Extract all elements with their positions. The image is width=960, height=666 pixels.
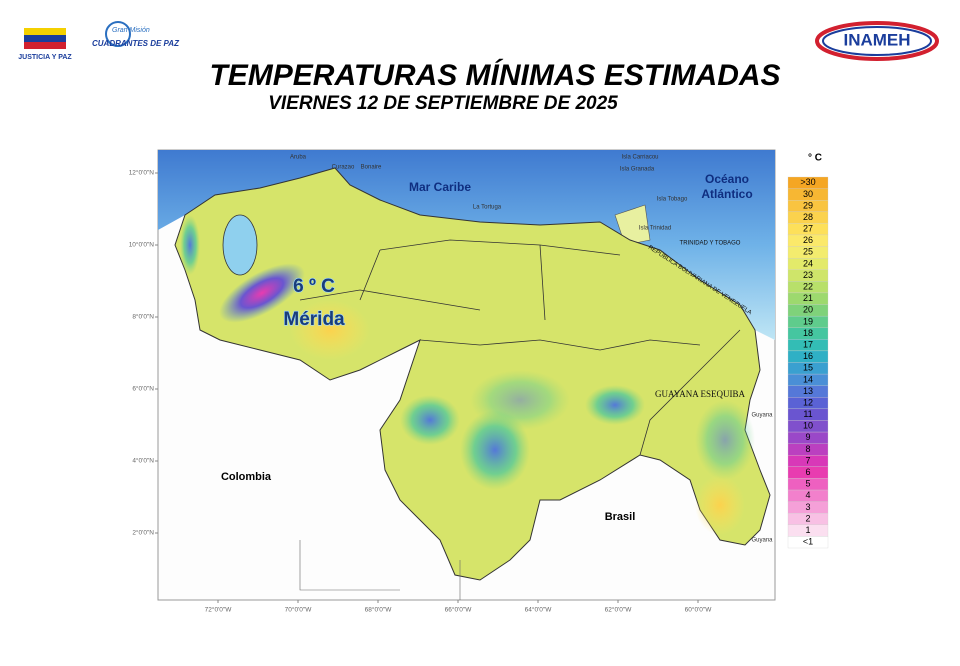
legend-label: 25: [803, 247, 813, 257]
logo-text: Gran Misión: [112, 27, 150, 34]
legend-label: 5: [805, 479, 810, 489]
legend-label: 28: [803, 212, 813, 222]
map-label: TRINIDAD Y TOBAGO: [680, 241, 741, 247]
legend-label: 14: [803, 374, 813, 384]
map-label: Isla Trinidad: [639, 226, 671, 232]
lat-label: 8°0'0"N: [132, 313, 154, 321]
border: [299, 540, 461, 600]
lat-label: 10°0'0"N: [129, 241, 155, 249]
legend-label: 30: [803, 189, 813, 199]
highlight-place: Mérida: [283, 309, 345, 330]
map-label: Isla Granada: [620, 167, 655, 173]
lon-label: 60°0'0"W: [685, 606, 713, 614]
legend-label: 10: [803, 421, 813, 431]
legend-label: <1: [803, 537, 813, 547]
legend-label: 4: [805, 490, 810, 500]
legend-label: 9: [805, 432, 810, 442]
legend-label: 24: [803, 258, 813, 268]
lon-label: 72°0'0"W: [205, 606, 233, 614]
map-label: Bonaire: [361, 165, 382, 171]
lat-label: 2°0'0"N: [132, 529, 154, 537]
zone: [290, 300, 370, 360]
logo-right: INAMEH: [815, 21, 939, 61]
lon-label: 62°0'0"W: [605, 606, 633, 614]
map: Mar Caribe Océano Atlántico TRINIDAD Y T…: [157, 149, 776, 601]
lon-label: 68°0'0"W: [365, 606, 393, 614]
cold-zone: [219, 263, 305, 323]
legend-label: 15: [803, 363, 813, 373]
legend-label: 17: [803, 339, 813, 349]
border: [299, 239, 741, 456]
legend-label: 16: [803, 351, 813, 361]
coordinates: 12°0'0"N 10°0'0"N 8°0'0"N 6°0'0"N 4°0'0"N 2°0…: [129, 169, 713, 614]
title: TEMPERATURAS MÍNIMAS ESTIMADAS: [209, 58, 780, 92]
zone: [585, 385, 645, 425]
zone: [695, 475, 745, 535]
legend-title: ° C: [808, 153, 822, 164]
map-label: Isla Carriacou: [621, 155, 658, 161]
legend-label: 23: [803, 270, 813, 280]
legend-label: 22: [803, 282, 813, 292]
zone: [695, 400, 755, 480]
legend-label: 2: [805, 513, 810, 523]
lon-label: 66°0'0"W: [445, 606, 473, 614]
logo-text: INAMEH: [843, 30, 910, 49]
lat-label: 12°0'0"N: [129, 169, 155, 177]
lat-label: 6°0'0"N: [132, 385, 154, 393]
logo-text: CUADRANTES DE PAZ: [92, 39, 180, 48]
zone: [460, 410, 530, 490]
logo-left: JUSTICIA Y PAZ: [18, 28, 72, 61]
legend-label: 12: [803, 397, 813, 407]
legend-label: 11: [803, 409, 812, 419]
legend-label: >30: [800, 177, 815, 187]
map-label: La Tortuga: [473, 205, 502, 211]
legend-label: 20: [803, 305, 813, 315]
legend-label: 7: [805, 455, 810, 465]
map-label: Mar Caribe: [409, 180, 471, 194]
legend-label: 3: [805, 502, 810, 512]
legend-label: 29: [803, 200, 813, 210]
legend: ° C >30302928272625242322212019181716151…: [787, 153, 829, 549]
lon-label: 70°0'0"W: [285, 606, 313, 614]
zone: [400, 395, 460, 445]
legend-label: 8: [805, 444, 810, 454]
lake: [222, 214, 258, 276]
legend-label: 26: [803, 235, 813, 245]
map-label: Curazao: [332, 165, 355, 171]
legend-label: 6: [805, 467, 810, 477]
legend-label: 18: [803, 328, 813, 338]
logo-text: JUSTICIA Y PAZ: [18, 54, 72, 61]
map-label: Océano: [705, 172, 749, 186]
legend-label: 1: [805, 525, 810, 535]
lat-label: 4°0'0"N: [132, 457, 154, 465]
map-label: Brasil: [605, 511, 636, 523]
legend-label: 21: [803, 293, 813, 303]
subtitle: VIERNES 12 DE SEPTIEMBRE DE 2025: [268, 93, 618, 114]
legend-label: 19: [803, 316, 813, 326]
map-label: Guyana: [751, 538, 773, 544]
legend-label: 13: [803, 386, 813, 396]
map-label: Guyana: [751, 413, 773, 419]
zone: [180, 215, 200, 275]
logo-mission: Gran Misión CUADRANTES DE PAZ: [92, 21, 180, 48]
map-label: Aruba: [290, 155, 307, 161]
sea: [158, 150, 775, 340]
map-label: Isla Tobago: [657, 197, 688, 203]
legend-swatch: [787, 536, 829, 549]
map-label: GUAYANA ESEQUIBA: [655, 389, 745, 399]
land: [174, 167, 771, 581]
highlight-temp: 6 º C: [293, 276, 335, 297]
legend-label: 27: [803, 224, 813, 234]
zone: [470, 370, 570, 430]
map-label: Colombia: [221, 471, 272, 483]
lon-label: 64°0'0"W: [525, 606, 553, 614]
map-label: Atlántico: [701, 187, 752, 201]
